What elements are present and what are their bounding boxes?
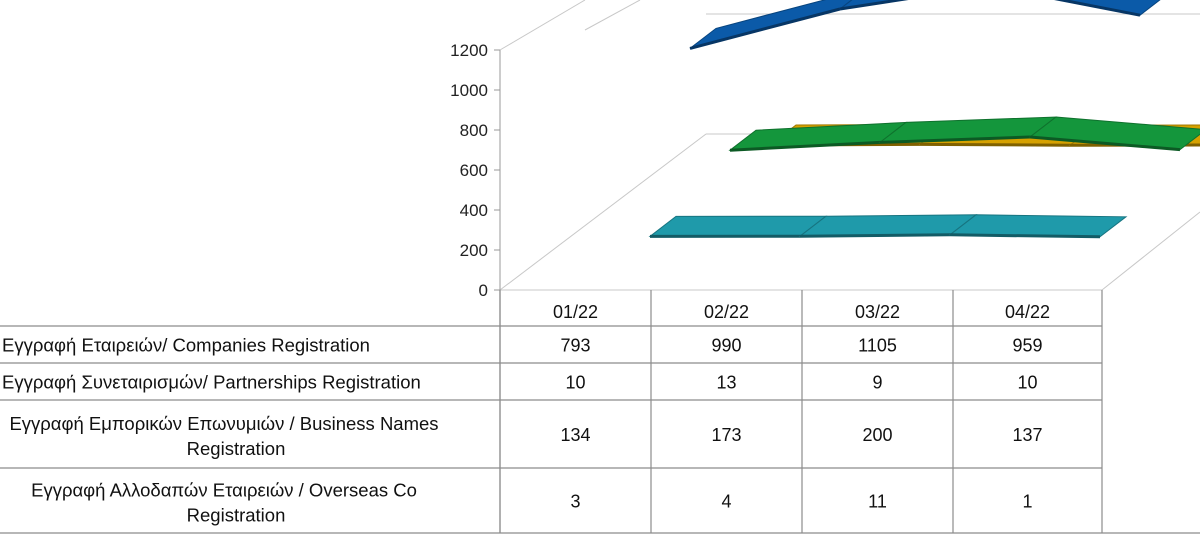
- cell-value: 13: [716, 373, 736, 393]
- cell-value: 3: [570, 492, 580, 512]
- row-label: Εγγραφή Εμπορικών Επωνυμιών / Business N…: [9, 413, 438, 459]
- table-row: Εγγραφή Αλλοδαπών Εταιρειών / Overseas C…: [31, 480, 1032, 526]
- series-2-edge: [729, 140, 881, 152]
- cell-value: 10: [1017, 373, 1037, 393]
- cell-value: 4: [721, 492, 731, 512]
- series-0-edge: [1054, 0, 1141, 17]
- y-tick-label: 1200: [450, 41, 488, 60]
- series-layer: [648, 0, 1200, 239]
- series-2-edge: [1029, 135, 1181, 152]
- cell-value: 200: [862, 425, 892, 445]
- cell-value: 1105: [858, 336, 897, 356]
- y-tick-label: 200: [460, 241, 488, 260]
- series-0: [689, 0, 1161, 50]
- series-2-edge: [879, 135, 1031, 144]
- y-axis: 0 200 400 600 800 1000 1200: [450, 41, 501, 300]
- row-label: Εγγραφή Εταιρειών/ Companies Registratio…: [2, 335, 370, 356]
- floor-left-edge: [499, 133, 707, 291]
- y-tick-label: 400: [460, 201, 488, 220]
- series-3-edge: [799, 233, 951, 238]
- cell-value: 134: [560, 425, 590, 445]
- row-label: Εγγραφή Συνεταιρισμών/ Partnerships Regi…: [2, 372, 421, 393]
- series-3-segment: [948, 214, 1128, 238]
- cell-value: 1: [1022, 492, 1032, 512]
- category-label: 03/22: [855, 302, 900, 322]
- series-3: [648, 214, 1128, 239]
- cell-value: 173: [711, 425, 741, 445]
- category-label: 04/22: [1005, 302, 1050, 322]
- series-2: [728, 116, 1200, 152]
- table-row: Εγγραφή Εμπορικών Επωνυμιών / Business N…: [9, 413, 1042, 459]
- back-wall-left-edge: [499, 0, 586, 51]
- cell-value: 793: [560, 336, 590, 356]
- cell-value: 990: [711, 336, 741, 356]
- y-tick-label: 1000: [450, 81, 488, 100]
- y-tick-label: 800: [460, 121, 488, 140]
- cell-value: 9: [872, 373, 882, 393]
- series-3-segment: [798, 214, 978, 237]
- series-0-edge: [839, 0, 909, 11]
- series-1-edge: [919, 142, 1071, 147]
- cell-value: 137: [1012, 425, 1042, 445]
- back-wall-diagonal: [584, 0, 641, 31]
- series-0-edge: [689, 7, 841, 50]
- table-row: Εγγραφή Εταιρειών/ Companies Registratio…: [2, 335, 1043, 356]
- cell-value: 10: [565, 373, 585, 393]
- series-3-segment: [648, 215, 828, 237]
- cell-value: 959: [1012, 336, 1042, 356]
- category-label: 02/22: [704, 302, 749, 322]
- cell-value: 11: [868, 492, 887, 512]
- row-label: Εγγραφή Αλλοδαπών Εταιρειών / Overseas C…: [31, 480, 417, 526]
- y-tick-label: 600: [460, 161, 488, 180]
- table-row: Εγγραφή Συνεταιρισμών/ Partnerships Regi…: [2, 372, 1038, 393]
- y-tick-label: 0: [479, 281, 488, 300]
- series-3-edge: [949, 233, 1101, 239]
- floor-right-edge: [1101, 211, 1200, 291]
- data-table: 01/22 02/22 03/22 04/22 Εγγραφή Εταιρειών/ C…: [0, 290, 1200, 534]
- category-label: 01/22: [553, 302, 598, 322]
